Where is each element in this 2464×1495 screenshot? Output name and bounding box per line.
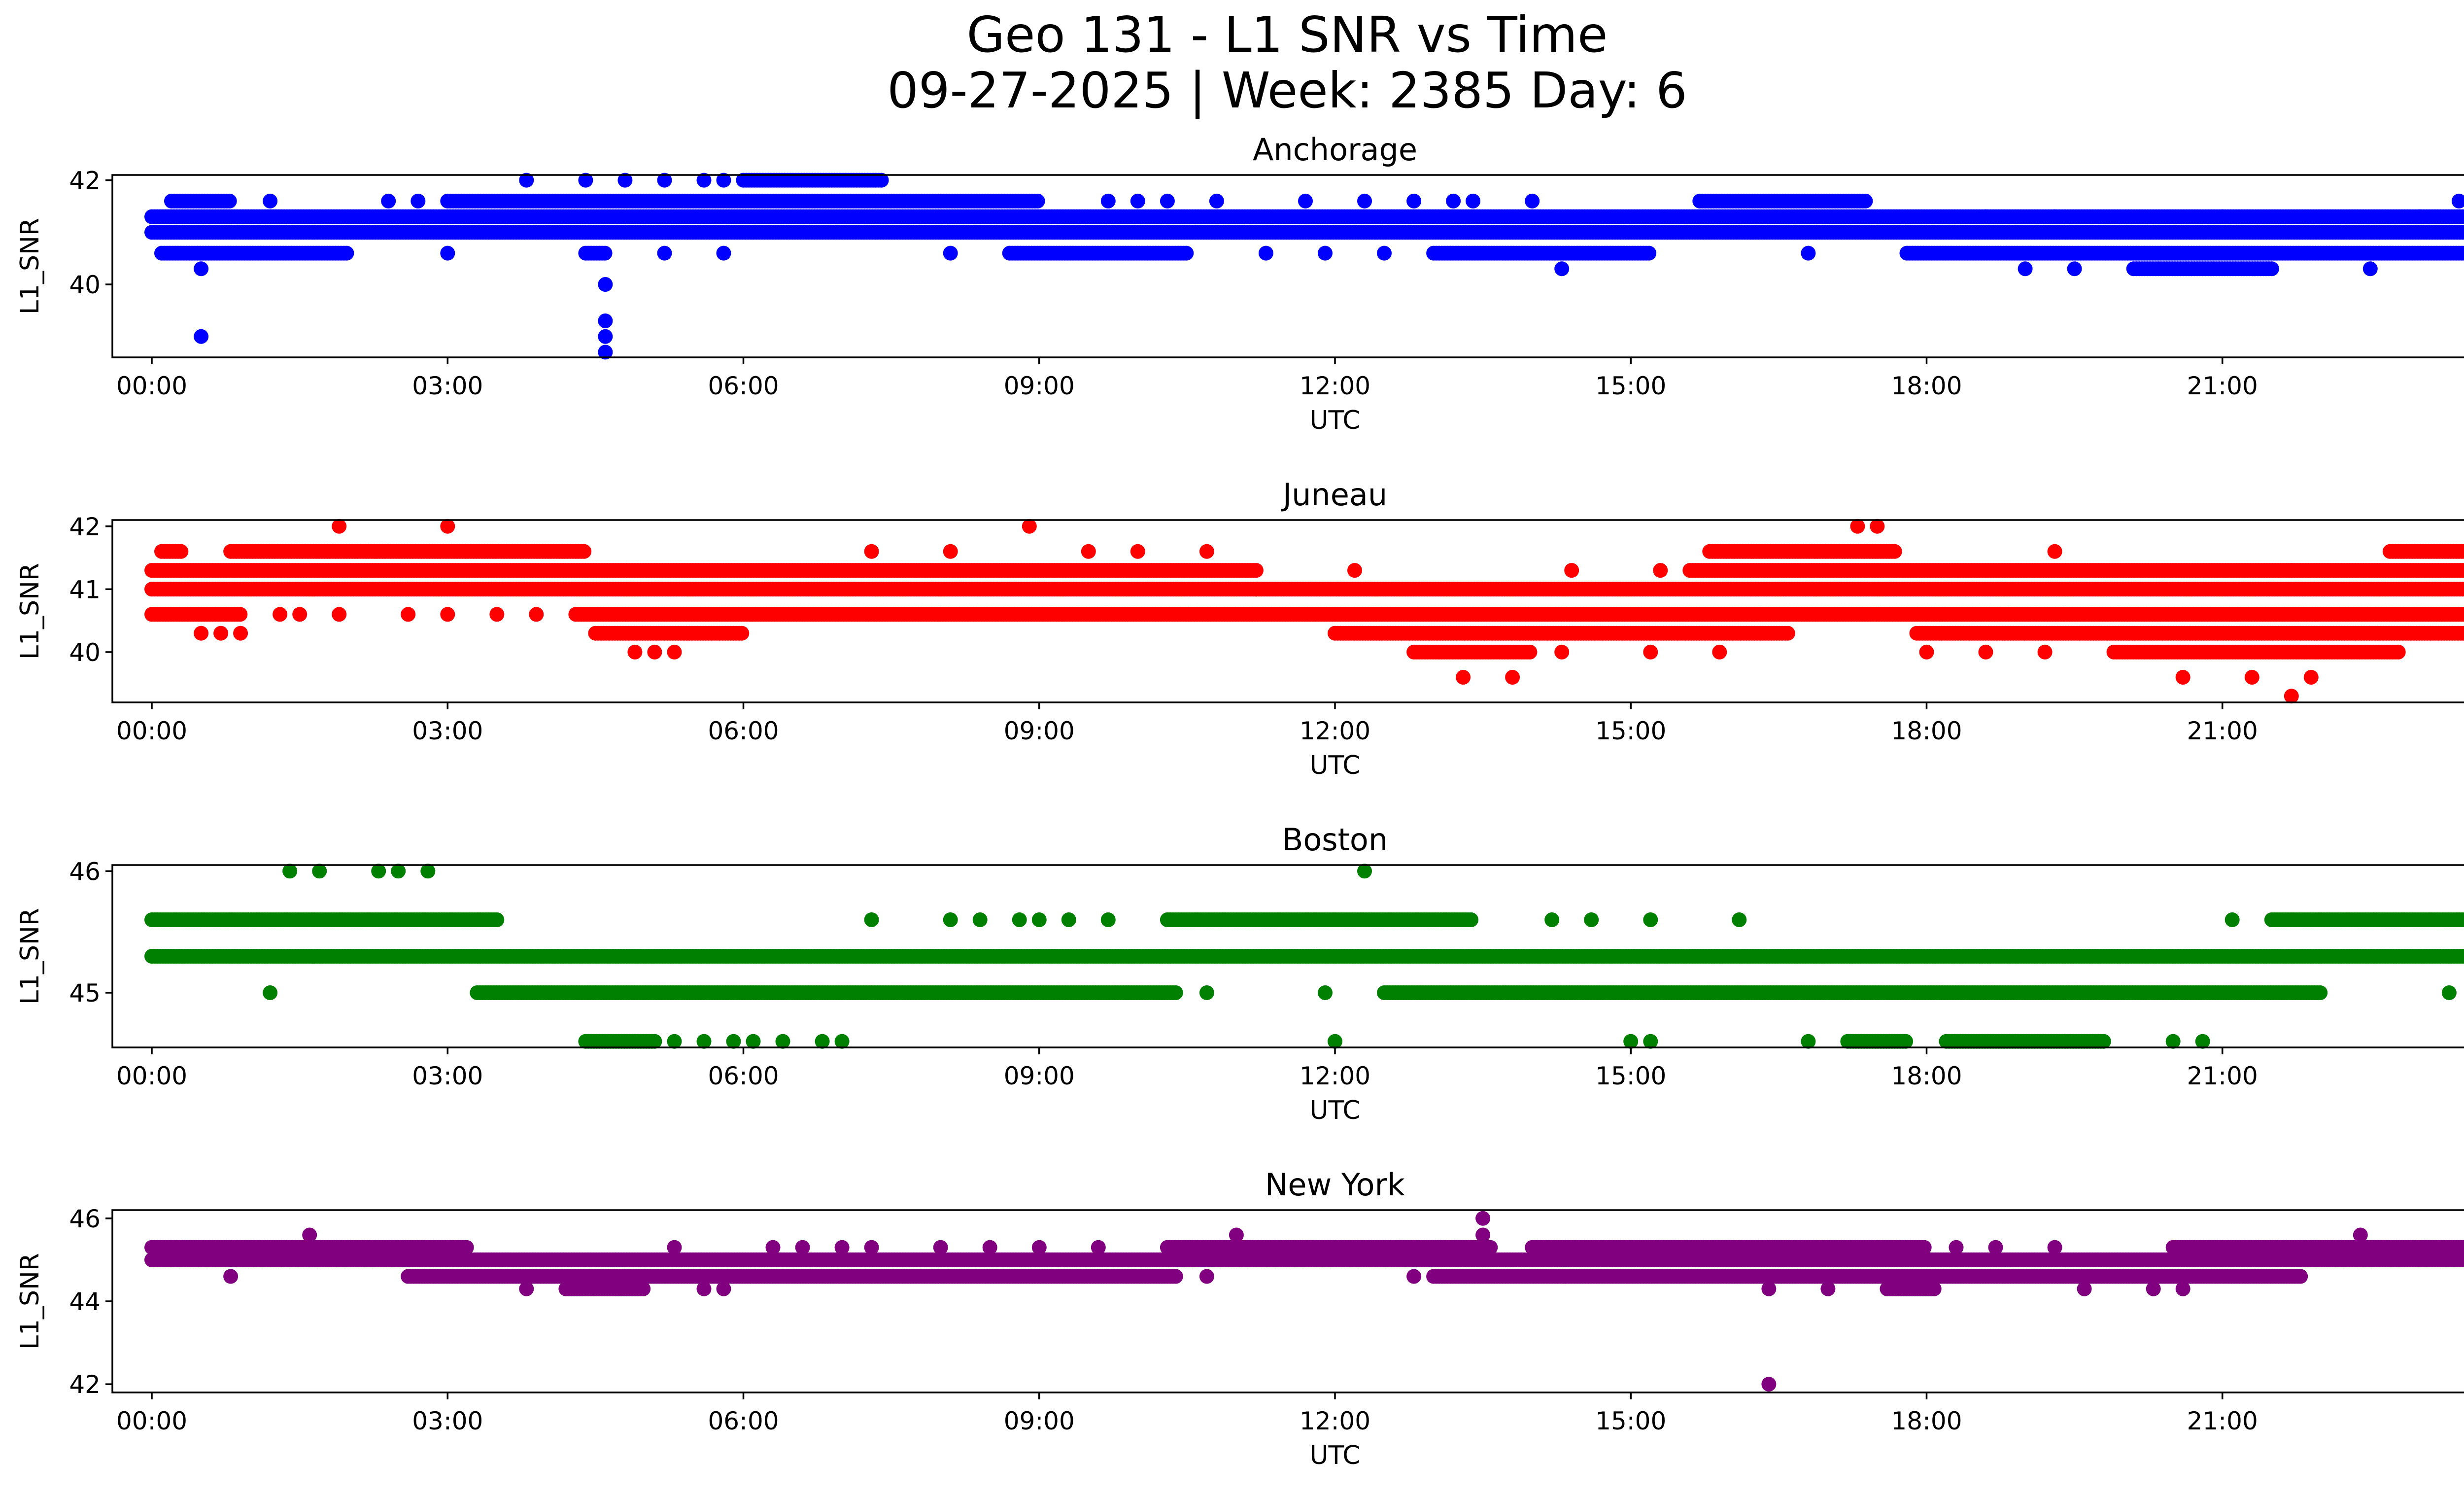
y-tick-label: 40 — [69, 271, 101, 299]
data-point — [263, 193, 278, 209]
data-point — [1248, 563, 1264, 578]
data-point — [577, 544, 592, 559]
data-point — [1318, 245, 1333, 261]
data-point — [1357, 193, 1372, 209]
data-point — [2461, 210, 2464, 223]
data-point — [1377, 245, 1392, 261]
data-point — [597, 245, 613, 261]
data-point — [381, 193, 396, 209]
data-point — [440, 245, 455, 261]
data-point — [716, 245, 731, 261]
data-point — [1642, 245, 1657, 261]
data-point — [1554, 261, 1570, 277]
x-tick-label: 12:00 — [1300, 372, 1370, 400]
data-point — [1160, 193, 1175, 209]
subplot-title: Juneau — [1281, 477, 1387, 513]
data-point — [2412, 209, 2427, 224]
data-point — [1525, 193, 1540, 209]
y-tick-label: 42 — [69, 167, 101, 195]
data-point — [598, 277, 613, 292]
data-point — [2018, 261, 2033, 277]
y-axis-label: L1_SNR — [15, 218, 45, 314]
x-tick-label: 06:00 — [708, 372, 779, 400]
data-point — [173, 544, 189, 559]
data-point — [943, 245, 958, 261]
data-point — [1298, 193, 1313, 209]
data-point — [2451, 193, 2464, 209]
x-tick-label: 21:00 — [2187, 372, 2258, 400]
data-point — [222, 193, 237, 209]
data-point — [1466, 193, 1481, 209]
data-point — [1030, 193, 1045, 209]
data-point — [1209, 193, 1224, 209]
x-tick-label: 09:00 — [1004, 372, 1075, 400]
data-point — [2461, 226, 2464, 239]
subplots: Anchorage 00:00 03:00 06:00 09:00 12:00 15:00 1… — [15, 132, 2464, 1470]
x-tick-label: 15:00 — [1595, 372, 1666, 400]
data-point — [1130, 193, 1145, 209]
data-point — [411, 193, 426, 209]
scatter-series — [144, 519, 2464, 704]
data-point — [1100, 193, 1116, 209]
data-point — [2067, 261, 2082, 277]
figure-title-line1: Geo 131 - L1 SNR vs Time — [967, 6, 1608, 64]
subplot-title: Anchorage — [1253, 132, 1417, 168]
data-point — [1801, 245, 1816, 261]
subplot-anchorage: Anchorage 00:00 03:00 06:00 09:00 12:00 15:00 1… — [15, 132, 2464, 435]
data-point — [233, 607, 248, 622]
figure-title-line2: 09-27-2025 | Week: 2385 Day: 6 — [887, 62, 1687, 119]
data-point — [1858, 193, 1873, 209]
data-point — [1406, 193, 1422, 209]
scatter-series — [144, 173, 2464, 360]
x-axis-label: UTC — [1309, 406, 1360, 435]
data-point — [339, 245, 354, 261]
data-point — [2362, 261, 2378, 277]
x-tick-label: 00:00 — [116, 372, 187, 400]
data-point — [194, 261, 209, 277]
data-point — [1978, 209, 1993, 224]
x-tick-label: 03:00 — [412, 372, 483, 400]
data-point — [598, 329, 613, 344]
x-tick-label: 18:00 — [1891, 372, 1962, 400]
data-point — [2264, 261, 2279, 277]
data-point — [1258, 245, 1273, 261]
data-point — [194, 329, 209, 344]
data-point — [1179, 245, 1194, 261]
data-point — [598, 313, 613, 328]
data-point — [1446, 193, 1461, 209]
data-point — [2047, 209, 2062, 224]
data-point — [657, 245, 672, 261]
data-point — [2215, 209, 2230, 224]
